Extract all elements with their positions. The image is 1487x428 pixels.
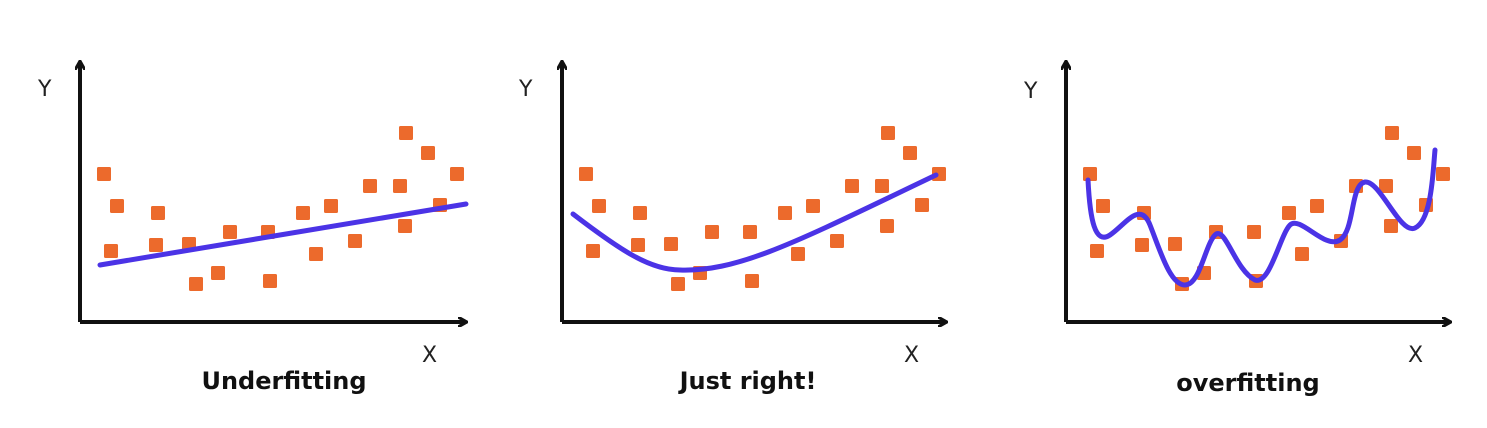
data-point	[830, 234, 844, 248]
data-point	[745, 274, 759, 288]
data-point	[778, 206, 792, 220]
data-point	[149, 238, 163, 252]
data-point	[586, 244, 600, 258]
panel-just-right: Y X Just right!	[518, 62, 946, 395]
panel-caption: Underfitting	[201, 367, 366, 395]
data-point	[296, 206, 310, 220]
data-point	[631, 238, 645, 252]
data-point	[189, 277, 203, 291]
fit-curve	[570, 172, 939, 273]
data-point	[579, 167, 593, 181]
data-point	[104, 244, 118, 258]
fit-curve	[1085, 147, 1438, 288]
data-point	[324, 199, 338, 213]
y-axis-label: Y	[518, 77, 533, 102]
data-point	[592, 199, 606, 213]
panel-overfitting: Y X overfitting	[1023, 62, 1450, 397]
data-point	[875, 179, 889, 193]
x-axis-label: X	[1408, 343, 1423, 368]
data-point	[1247, 225, 1261, 239]
data-point	[399, 126, 413, 140]
fit-curve	[97, 201, 469, 268]
data-point	[1282, 206, 1296, 220]
data-point	[110, 199, 124, 213]
data-points	[579, 126, 946, 291]
data-points	[97, 126, 464, 291]
data-point	[791, 247, 805, 261]
data-point	[903, 146, 917, 160]
data-point	[151, 206, 165, 220]
data-point	[743, 225, 757, 239]
data-point	[1436, 167, 1450, 181]
panel-caption: overfitting	[1176, 369, 1319, 397]
data-point	[1384, 219, 1398, 233]
data-point	[880, 219, 894, 233]
data-point	[363, 179, 377, 193]
x-axis-label: X	[422, 343, 437, 368]
data-point	[671, 277, 685, 291]
data-point	[348, 234, 362, 248]
data-point	[398, 219, 412, 233]
data-point	[1090, 244, 1104, 258]
data-point	[1407, 146, 1421, 160]
data-point	[1379, 179, 1393, 193]
data-point	[211, 266, 225, 280]
data-point	[705, 225, 719, 239]
data-point	[1385, 126, 1399, 140]
y-axis-label: Y	[1023, 79, 1038, 104]
data-point	[97, 167, 111, 181]
data-point	[1295, 247, 1309, 261]
data-point	[845, 179, 859, 193]
data-point	[421, 146, 435, 160]
data-point	[450, 167, 464, 181]
data-point	[806, 199, 820, 213]
data-point	[1083, 167, 1097, 181]
data-point	[1310, 199, 1324, 213]
data-point	[263, 274, 277, 288]
data-point	[1096, 199, 1110, 213]
data-point	[1168, 237, 1182, 251]
data-point	[664, 237, 678, 251]
data-point	[223, 225, 237, 239]
data-point	[309, 247, 323, 261]
data-points	[1083, 126, 1450, 291]
y-axis-label: Y	[37, 77, 52, 102]
panel-caption: Just right!	[678, 367, 817, 395]
x-axis-label: X	[904, 343, 919, 368]
data-point	[633, 206, 647, 220]
data-point	[881, 126, 895, 140]
data-point	[1135, 238, 1149, 252]
panel-underfitting: Y X Underfitting	[37, 62, 469, 395]
data-point	[915, 198, 929, 212]
data-point	[393, 179, 407, 193]
